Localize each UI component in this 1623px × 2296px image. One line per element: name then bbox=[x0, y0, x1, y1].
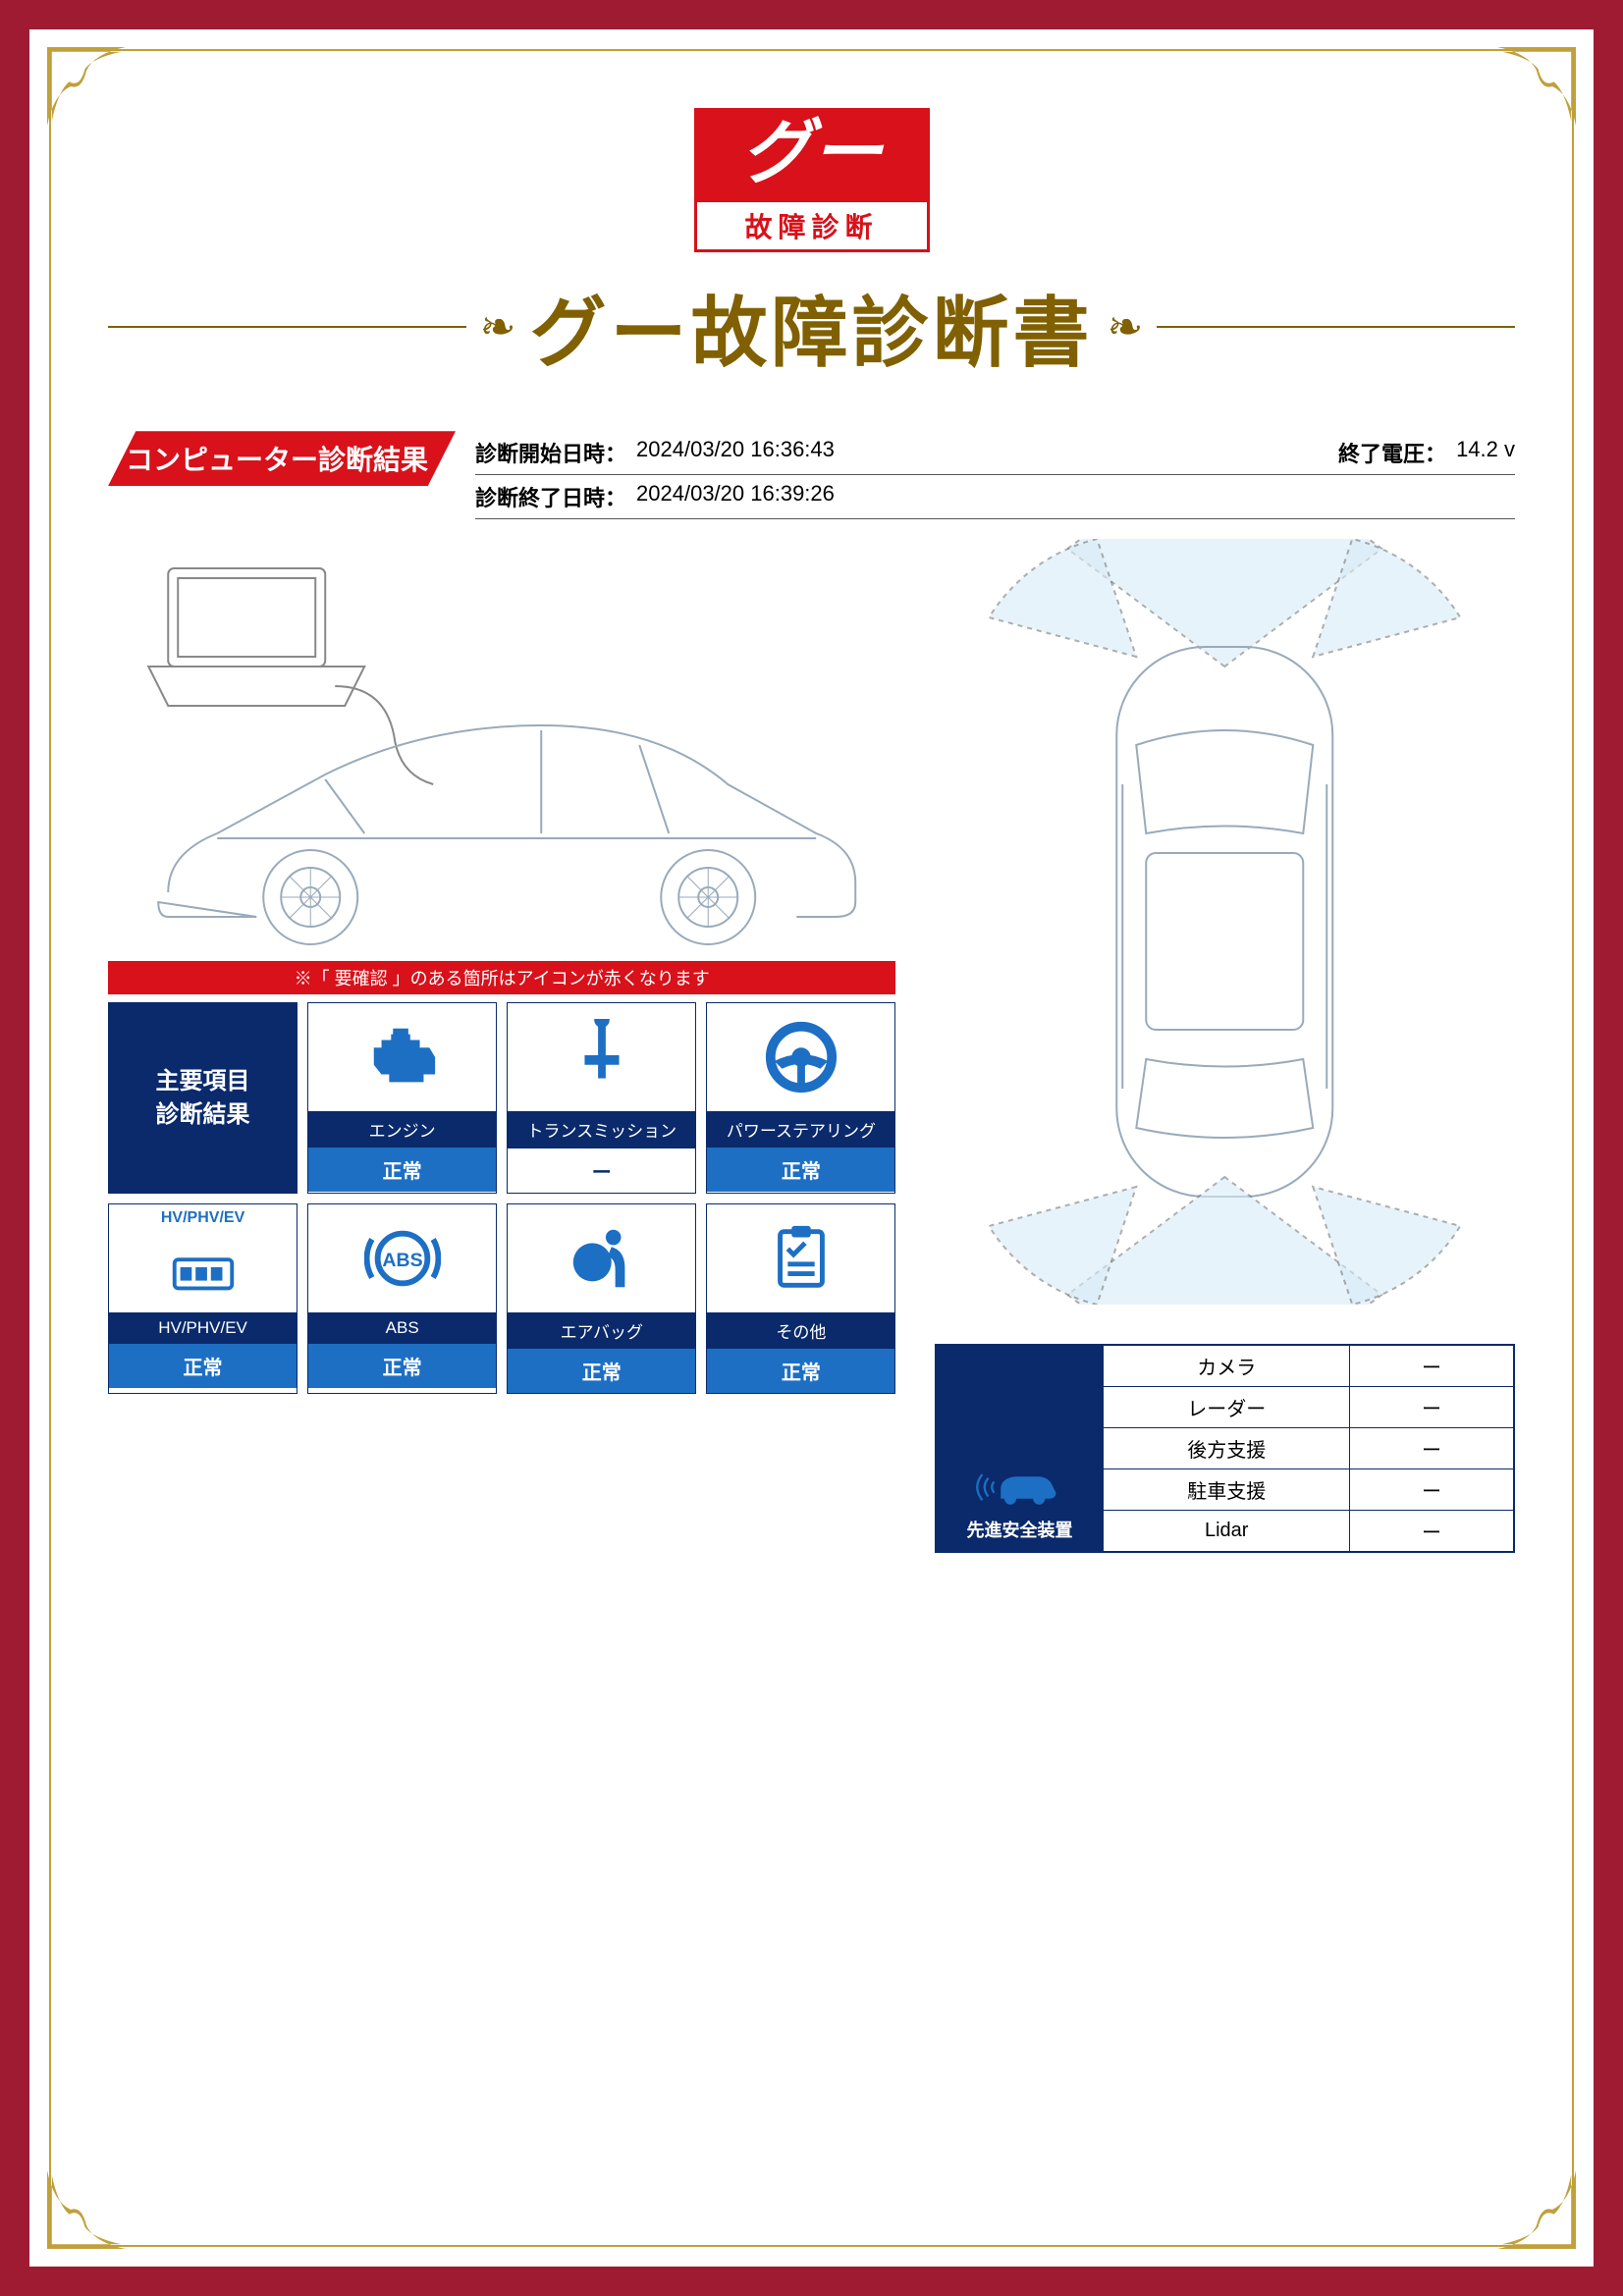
hv-icon: HV/PHV/EV bbox=[109, 1204, 297, 1312]
safety-row-value: ー bbox=[1349, 1428, 1513, 1469]
logo-top-text: グー bbox=[697, 111, 927, 202]
safety-row-label: カメラ bbox=[1104, 1346, 1350, 1387]
left-column: ※「 要確認 」のある箇所はアイコンが赤くなります 主要項目 診断結果 エンジン… bbox=[108, 539, 895, 1553]
safety-row-label: 後方支援 bbox=[1104, 1428, 1350, 1469]
meta-line-2: 診断終了日時： 2024/03/20 16:39:26 bbox=[475, 475, 1515, 519]
car-side-illustration-icon bbox=[108, 539, 895, 951]
note-bar: ※「 要確認 」のある箇所はアイコンが赤くなります bbox=[108, 961, 895, 994]
end-time-label: 診断終了日時： bbox=[475, 481, 626, 512]
clipboard-icon bbox=[707, 1204, 894, 1312]
steering-icon bbox=[707, 1003, 894, 1111]
diagnosis-card-name: HV/PHV/EV bbox=[109, 1312, 297, 1344]
diagnosis-card: トランスミッションー bbox=[507, 1002, 696, 1194]
logo-bottom-text: 故障診断 bbox=[697, 202, 927, 249]
car-sensor-icon bbox=[975, 1455, 1063, 1509]
diagnosis-card-name: パワーステアリング bbox=[707, 1111, 894, 1148]
brand-logo: グー 故障診断 bbox=[694, 108, 930, 252]
diagnosis-card: ABSABS正常 bbox=[307, 1203, 497, 1394]
safety-row-value: ー bbox=[1349, 1346, 1513, 1387]
engine-icon bbox=[308, 1003, 496, 1111]
diagnosis-card-status: ー bbox=[508, 1148, 695, 1193]
diagnosis-card-status: 正常 bbox=[109, 1344, 297, 1388]
safety-row-label: レーダー bbox=[1104, 1387, 1350, 1428]
safety-left-cell: 先進安全装置 bbox=[936, 1345, 1103, 1552]
diagnosis-card-status: 正常 bbox=[707, 1349, 894, 1393]
title-row: ❧ グー故障診断書 ❧ bbox=[108, 272, 1515, 382]
diagnosis-header-card: 主要項目 診断結果 bbox=[108, 1002, 298, 1194]
car-top-illustration-icon bbox=[935, 539, 1515, 1305]
title-line bbox=[108, 326, 466, 328]
diagnosis-card-status: 正常 bbox=[508, 1349, 695, 1393]
title-flourish-icon: ❧ bbox=[1108, 302, 1144, 352]
safety-table-row: 後方支援ー bbox=[1104, 1428, 1514, 1469]
start-time-label: 診断開始日時： bbox=[475, 437, 626, 468]
diagnosis-card-name: トランスミッション bbox=[508, 1111, 695, 1148]
safety-row-label: 駐車支援 bbox=[1104, 1469, 1350, 1511]
content: グー 故障診断 ❧ グー故障診断書 ❧ コンピューター診断結果 診断開始日時： … bbox=[108, 108, 1515, 2188]
diagnosis-card-status: 正常 bbox=[308, 1148, 496, 1192]
title-line bbox=[1157, 326, 1515, 328]
diagnosis-card-name: その他 bbox=[707, 1312, 894, 1349]
diagnosis-card: HV/PHV/EVHV/PHV/EV正常 bbox=[108, 1203, 298, 1394]
diagnosis-card: エアバッグ正常 bbox=[507, 1203, 696, 1394]
safety-table-row: Lidarー bbox=[1104, 1511, 1514, 1552]
diagnosis-card-name: エアバッグ bbox=[508, 1312, 695, 1349]
safety-row-value: ー bbox=[1349, 1387, 1513, 1428]
diagnosis-card-status: 正常 bbox=[707, 1148, 894, 1192]
safety-row-value: ー bbox=[1349, 1469, 1513, 1511]
title-flourish-icon: ❧ bbox=[480, 302, 516, 352]
svg-text:ABS: ABS bbox=[382, 1250, 422, 1271]
section-row: コンピューター診断結果 診断開始日時： 2024/03/20 16:36:43 … bbox=[108, 431, 1515, 519]
safety-table-row: カメラー bbox=[1104, 1346, 1514, 1387]
voltage-value: 14.2 v bbox=[1456, 437, 1515, 468]
end-time-value: 2024/03/20 16:39:26 bbox=[636, 481, 835, 512]
right-column: 先進安全装置 カメラーレーダーー後方支援ー駐車支援ーLidarー bbox=[935, 539, 1515, 1553]
safety-table-row: レーダーー bbox=[1104, 1387, 1514, 1428]
transmission-icon bbox=[508, 1003, 695, 1111]
safety-title: 先進安全装置 bbox=[966, 1517, 1072, 1542]
safety-row-value: ー bbox=[1349, 1511, 1513, 1552]
meta-line-1: 診断開始日時： 2024/03/20 16:36:43 終了電圧： 14.2 v bbox=[475, 431, 1515, 475]
body-split: ※「 要確認 」のある箇所はアイコンが赤くなります 主要項目 診断結果 エンジン… bbox=[108, 539, 1515, 1553]
diagnosis-card-name: ABS bbox=[308, 1312, 496, 1344]
diagnosis-card: パワーステアリング正常 bbox=[706, 1002, 895, 1194]
abs-icon: ABS bbox=[308, 1204, 496, 1312]
diagnosis-card-status: 正常 bbox=[308, 1344, 496, 1388]
diagnosis-card: エンジン正常 bbox=[307, 1002, 497, 1194]
page-title: グー故障診断書 bbox=[530, 272, 1094, 382]
safety-table: カメラーレーダーー後方支援ー駐車支援ーLidarー bbox=[1103, 1345, 1514, 1552]
diagnosis-header-text: 主要項目 診断結果 bbox=[156, 1065, 250, 1131]
diagnosis-card-name: エンジン bbox=[308, 1111, 496, 1148]
diagnosis-card: その他正常 bbox=[706, 1203, 895, 1394]
diagnosis-grid: 主要項目 診断結果 エンジン正常トランスミッションーパワーステアリング正常HV/… bbox=[108, 1002, 895, 1394]
start-time-value: 2024/03/20 16:36:43 bbox=[636, 437, 835, 468]
safety-equipment-panel: 先進安全装置 カメラーレーダーー後方支援ー駐車支援ーLidarー bbox=[935, 1344, 1515, 1553]
meta-block: 診断開始日時： 2024/03/20 16:36:43 終了電圧： 14.2 v… bbox=[475, 431, 1515, 519]
outer-frame: グー 故障診断 ❧ グー故障診断書 ❧ コンピューター診断結果 診断開始日時： … bbox=[0, 0, 1623, 2296]
safety-table-row: 駐車支援ー bbox=[1104, 1469, 1514, 1511]
voltage-label: 終了電圧： bbox=[1338, 437, 1446, 468]
safety-table-body: カメラーレーダーー後方支援ー駐車支援ーLidarー bbox=[1104, 1346, 1514, 1552]
airbag-icon bbox=[508, 1204, 695, 1312]
safety-row-label: Lidar bbox=[1104, 1511, 1350, 1552]
section-banner: コンピューター診断結果 bbox=[108, 431, 456, 486]
